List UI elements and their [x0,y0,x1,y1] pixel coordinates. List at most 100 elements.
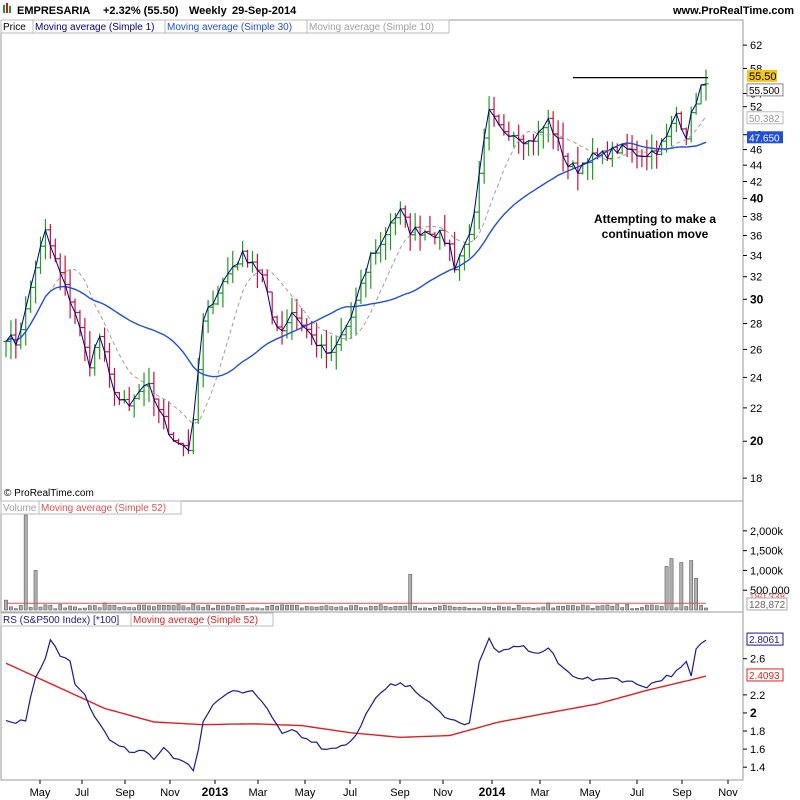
volume-bar [679,562,684,611]
last-price-label: 55.50 [749,71,777,83]
x-axis-label: May [30,787,51,799]
volume-bar [152,606,156,611]
legend-ma30: Moving average (Simple 30) [167,22,292,33]
volume-bar [393,605,398,611]
volume-bar [452,606,457,611]
x-axis-label: Mar [531,787,550,799]
volume-bar [585,605,590,611]
price-y-tick-label: 30 [750,292,764,306]
price-y-tick-label: 32 [750,272,762,284]
volume-bar [230,606,235,611]
volume-bar [324,605,329,611]
volume-bar [117,607,122,611]
volume-bar [561,606,565,611]
rs-y-tick-label: 1.4 [750,762,765,774]
volume-bar [53,608,58,611]
volume-bar [314,606,319,611]
volume-bar [654,605,659,611]
volume-bar [649,604,654,611]
volume-bar [482,606,487,611]
x-axis-label: Nov [718,787,738,799]
rs-y-axis: 1.4 1.6 1.8 2 2.2 2.6 2.8061 2.4093 [743,632,784,774]
volume-bar [225,605,230,611]
volume-bar [48,605,53,611]
x-axis-label: May [295,787,316,799]
volume-bar [137,604,141,611]
volume-bar [83,607,87,611]
volume-bar [442,604,447,611]
legend-rs-ma: Moving average (Simple 52) [133,615,258,626]
volume-bar [221,605,225,611]
chart-annotation: Attempting to make a continuation move [594,212,716,241]
rs-plot [5,636,707,773]
price-overlays: 55.50 55.500 50.382 47.650 [572,69,784,144]
volume-bar [477,608,482,611]
volume-bar [472,607,477,611]
volume-bar [640,607,644,611]
volume-bar [9,606,13,611]
volume-bar [580,604,585,611]
annotation-line-2: continuation move [602,227,709,241]
ma10-series-line [5,115,707,425]
volume-bar [418,607,422,611]
volume-bar [546,602,551,611]
volume-bar [87,605,92,611]
x-axis-label: Nov [433,787,453,799]
rs-ma-series-line [5,662,707,739]
volume-bar [294,605,299,611]
volume-bar [383,606,388,611]
volume-bar [615,604,620,611]
x-axis-label: Jul [343,787,357,799]
ma30-value-badge [747,131,783,144]
price-y-tick-label: 52 [750,102,762,114]
volume-bar [689,560,694,611]
x-axis-label: Mar [249,787,268,799]
volume-y-tick-label: 1,500k [750,546,784,558]
volume-bar [644,604,649,611]
volume-bar [280,604,284,611]
price-y-tick-label: 44 [750,160,762,172]
volume-bar [58,604,63,611]
rs-last-value: 2.8061 [749,635,780,646]
volume-bar [620,607,625,611]
volume-bar [541,606,546,611]
volume-bar [97,607,102,611]
volume-bar [73,606,77,611]
volume-bar [566,605,570,611]
volume-bar [304,606,309,611]
price-y-tick-label: 20 [750,434,764,448]
volume-bar [181,605,186,611]
volume-bar [166,605,171,611]
volume-bar [23,514,28,611]
x-axis-label: Sep [115,787,135,799]
rs-y-tick-label: 2.2 [750,690,765,702]
volume-y-tick-label: 1,000k [750,565,784,577]
volume-bar [467,608,472,611]
volume-last-value: 128,872 [749,600,786,611]
volume-bar [506,606,511,611]
volume-bar [290,604,294,611]
volume-bar [309,606,314,611]
rs-panel-frame [0,611,744,781]
volume-bar [63,607,68,611]
volume-bar [235,605,240,611]
volume-bar [368,605,373,611]
volume-bar [684,606,689,611]
volume-bar [245,608,250,611]
volume-bar [610,606,615,611]
site-url[interactable]: www.ProRealTime.com [672,5,794,17]
volume-bar [364,607,368,611]
volume-bar [43,604,48,611]
rs-series-line [5,636,707,773]
volume-bar [250,607,255,611]
volume-bar [428,608,432,611]
volume-bar [161,604,166,611]
last-price-badge [747,69,777,82]
volume-bar [265,606,270,611]
price-y-tick-label: 28 [750,318,762,330]
volume-bar [447,605,452,611]
volume-bar [216,604,220,611]
price-y-tick-label: 36 [750,230,762,242]
x-axis: May Jul Sep Nov 2013 Mar May Jul Sep Nov 2014 Mar Ma… [30,780,738,799]
x-axis-label: Jul [75,787,89,799]
